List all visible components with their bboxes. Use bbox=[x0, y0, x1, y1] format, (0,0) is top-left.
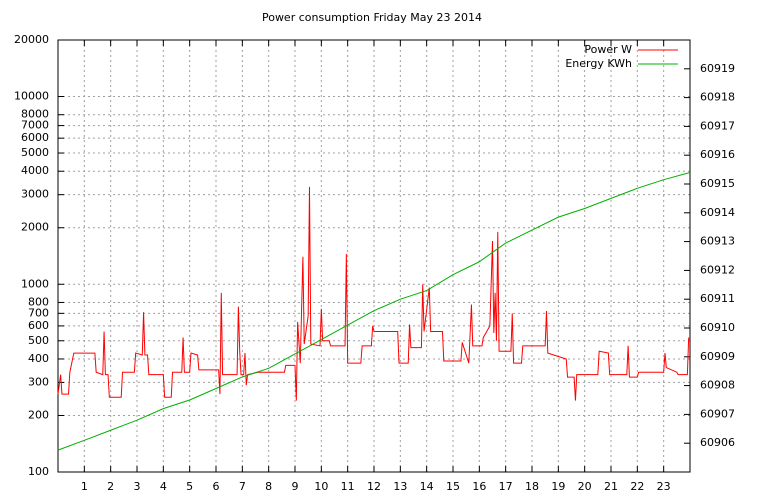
y-tick-label: 500 bbox=[28, 334, 49, 347]
x-tick-label: 9 bbox=[292, 480, 299, 493]
y-tick-label: 2000 bbox=[21, 221, 49, 234]
x-tick-label: 23 bbox=[657, 480, 671, 493]
y-tick-label: 10000 bbox=[14, 90, 49, 103]
x-tick-label: 16 bbox=[472, 480, 486, 493]
y2-tick-label: 60906 bbox=[700, 436, 735, 449]
y-tick-label: 1000 bbox=[21, 277, 49, 290]
x-tick-label: 6 bbox=[213, 480, 220, 493]
x-tick-label: 21 bbox=[604, 480, 618, 493]
y-tick-label: 800 bbox=[28, 295, 49, 308]
y-tick-label: 4000 bbox=[21, 164, 49, 177]
y2-tick-label: 60908 bbox=[700, 379, 735, 392]
y2-tick-label: 60913 bbox=[700, 235, 735, 248]
y-tick-label: 600 bbox=[28, 319, 49, 332]
y2-tick-label: 60919 bbox=[700, 62, 735, 75]
y-tick-label: 20000 bbox=[14, 33, 49, 46]
x-tick-label: 22 bbox=[630, 480, 644, 493]
x-tick-label: 19 bbox=[551, 480, 565, 493]
x-tick-label: 4 bbox=[160, 480, 167, 493]
x-tick-label: 2 bbox=[107, 480, 114, 493]
x-tick-label: 3 bbox=[134, 480, 141, 493]
x-tick-label: 15 bbox=[446, 480, 460, 493]
x-tick-label: 12 bbox=[367, 480, 381, 493]
x-tick-label: 17 bbox=[499, 480, 513, 493]
x-tick-label: 11 bbox=[341, 480, 355, 493]
y2-tick-label: 60907 bbox=[700, 407, 735, 420]
y2-tick-label: 60909 bbox=[700, 350, 735, 363]
legend-label: Power W bbox=[584, 43, 632, 56]
y2-tick-label: 60915 bbox=[700, 177, 735, 190]
y2-tick-label: 60911 bbox=[700, 292, 735, 305]
y-tick-label: 100 bbox=[28, 465, 49, 478]
x-tick-label: 1 bbox=[81, 480, 88, 493]
legend-label: Energy KWh bbox=[565, 57, 632, 70]
y-tick-label: 300 bbox=[28, 375, 49, 388]
data-line bbox=[57, 171, 691, 451]
x-tick-label: 18 bbox=[525, 480, 539, 493]
y-tick-label: 700 bbox=[28, 306, 49, 319]
y2-tick-label: 60914 bbox=[700, 206, 735, 219]
x-tick-label: 5 bbox=[186, 480, 193, 493]
x-tick-label: 13 bbox=[393, 480, 407, 493]
y2-tick-label: 60917 bbox=[700, 119, 735, 132]
y-tick-label: 6000 bbox=[21, 131, 49, 144]
y2-tick-label: 60912 bbox=[700, 263, 735, 276]
chart-title: Power consumption Friday May 23 2014 bbox=[262, 11, 482, 24]
x-tick-label: 10 bbox=[314, 480, 328, 493]
x-tick-label: 7 bbox=[239, 480, 246, 493]
y2-tick-label: 60918 bbox=[700, 91, 735, 104]
x-tick-label: 8 bbox=[265, 480, 272, 493]
y-tick-label: 200 bbox=[28, 408, 49, 421]
y-tick-label: 8000 bbox=[21, 108, 49, 121]
x-tick-label: 14 bbox=[420, 480, 434, 493]
y-tick-label: 400 bbox=[28, 352, 49, 365]
y-tick-label: 7000 bbox=[21, 119, 49, 132]
plot-frame bbox=[57, 39, 691, 473]
y2-tick-label: 60916 bbox=[700, 148, 735, 161]
data-line bbox=[57, 186, 690, 401]
y2-tick-label: 60910 bbox=[700, 321, 735, 334]
y-tick-label: 3000 bbox=[21, 188, 49, 201]
x-tick-label: 20 bbox=[578, 480, 592, 493]
y-tick-label: 5000 bbox=[21, 146, 49, 159]
